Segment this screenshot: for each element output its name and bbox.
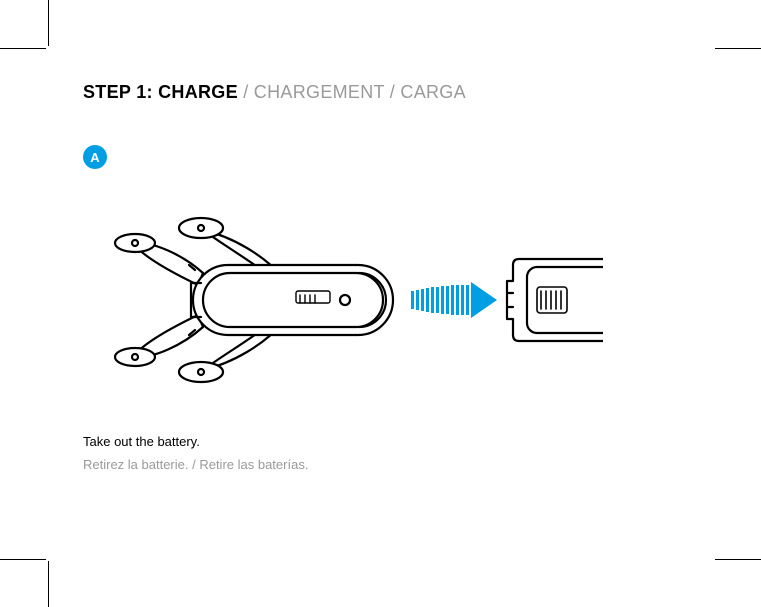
drone-body-inner	[203, 273, 383, 327]
heading-bold: STEP 1: CHARGE	[83, 82, 238, 102]
drone-top-label	[296, 291, 330, 303]
step-badge-a: A	[83, 145, 107, 169]
caption-primary: Take out the battery.	[83, 434, 200, 449]
motor-hub-center	[132, 354, 138, 360]
heading-rest: / CHARGEMENT / CARGA	[238, 82, 466, 102]
drone-battery-illustration	[83, 195, 603, 405]
motor-hub-center	[198, 225, 204, 231]
crop-mark	[715, 559, 761, 560]
eject-arrow	[411, 282, 497, 318]
crop-mark	[0, 559, 46, 560]
crop-mark	[715, 48, 761, 49]
battery	[507, 259, 603, 341]
step-heading: STEP 1: CHARGE / CHARGEMENT / CARGA	[83, 82, 466, 103]
caption-secondary: Retirez la batterie. / Retire las baterí…	[83, 455, 308, 476]
step-badge-letter: A	[90, 150, 99, 165]
crop-mark	[48, 0, 49, 46]
crop-mark	[48, 561, 49, 607]
motor-hub-center	[198, 369, 204, 375]
crop-mark	[0, 48, 46, 49]
motor-hub-center	[132, 240, 138, 246]
instruction-caption: Take out the battery. Retirez la batteri…	[83, 432, 308, 476]
